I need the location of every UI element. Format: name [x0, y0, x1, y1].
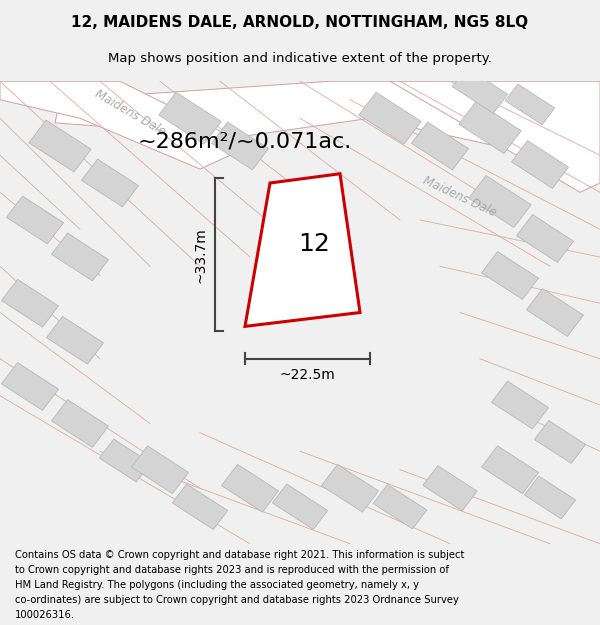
Polygon shape — [481, 252, 539, 299]
Polygon shape — [52, 233, 109, 281]
Polygon shape — [0, 81, 250, 169]
Polygon shape — [1, 279, 59, 327]
Polygon shape — [82, 159, 139, 207]
Polygon shape — [524, 476, 575, 519]
Text: Maidens Dale: Maidens Dale — [421, 174, 499, 219]
Polygon shape — [100, 439, 151, 482]
Polygon shape — [29, 120, 91, 172]
Polygon shape — [452, 68, 508, 113]
Text: Maidens Dale: Maidens Dale — [92, 88, 167, 138]
Text: Map shows position and indicative extent of the property.: Map shows position and indicative extent… — [108, 52, 492, 65]
Polygon shape — [1, 362, 59, 411]
Polygon shape — [172, 484, 227, 529]
Polygon shape — [469, 176, 531, 228]
Text: co-ordinates) are subject to Crown copyright and database rights 2023 Ordnance S: co-ordinates) are subject to Crown copyr… — [15, 596, 459, 606]
Polygon shape — [390, 81, 600, 192]
Polygon shape — [359, 92, 421, 144]
Polygon shape — [535, 421, 586, 463]
Polygon shape — [221, 464, 278, 512]
Polygon shape — [459, 101, 521, 154]
Polygon shape — [131, 446, 188, 494]
Polygon shape — [7, 196, 64, 244]
Polygon shape — [322, 464, 379, 512]
Text: 12: 12 — [298, 232, 329, 256]
Polygon shape — [46, 316, 104, 364]
Polygon shape — [491, 381, 548, 429]
Text: ~33.7m: ~33.7m — [194, 227, 208, 282]
Polygon shape — [423, 466, 477, 511]
Polygon shape — [159, 92, 221, 144]
Text: ~22.5m: ~22.5m — [280, 368, 335, 382]
Polygon shape — [412, 122, 469, 170]
Polygon shape — [245, 174, 360, 326]
Polygon shape — [55, 81, 580, 164]
Text: HM Land Registry. The polygons (including the associated geometry, namely x, y: HM Land Registry. The polygons (includin… — [15, 580, 419, 590]
Polygon shape — [272, 484, 328, 529]
Polygon shape — [373, 484, 427, 529]
Polygon shape — [526, 289, 584, 336]
Text: to Crown copyright and database rights 2023 and is reproduced with the permissio: to Crown copyright and database rights 2… — [15, 565, 449, 575]
Polygon shape — [511, 141, 569, 188]
Polygon shape — [52, 399, 109, 448]
Text: 12, MAIDENS DALE, ARNOLD, NOTTINGHAM, NG5 8LQ: 12, MAIDENS DALE, ARNOLD, NOTTINGHAM, NG… — [71, 15, 529, 30]
Polygon shape — [211, 122, 269, 170]
Polygon shape — [481, 446, 539, 494]
Text: Contains OS data © Crown copyright and database right 2021. This information is : Contains OS data © Crown copyright and d… — [15, 550, 464, 560]
Text: 100026316.: 100026316. — [15, 611, 75, 621]
Polygon shape — [517, 214, 574, 262]
Polygon shape — [505, 84, 555, 124]
Text: ~286m²/~0.071ac.: ~286m²/~0.071ac. — [138, 131, 352, 151]
